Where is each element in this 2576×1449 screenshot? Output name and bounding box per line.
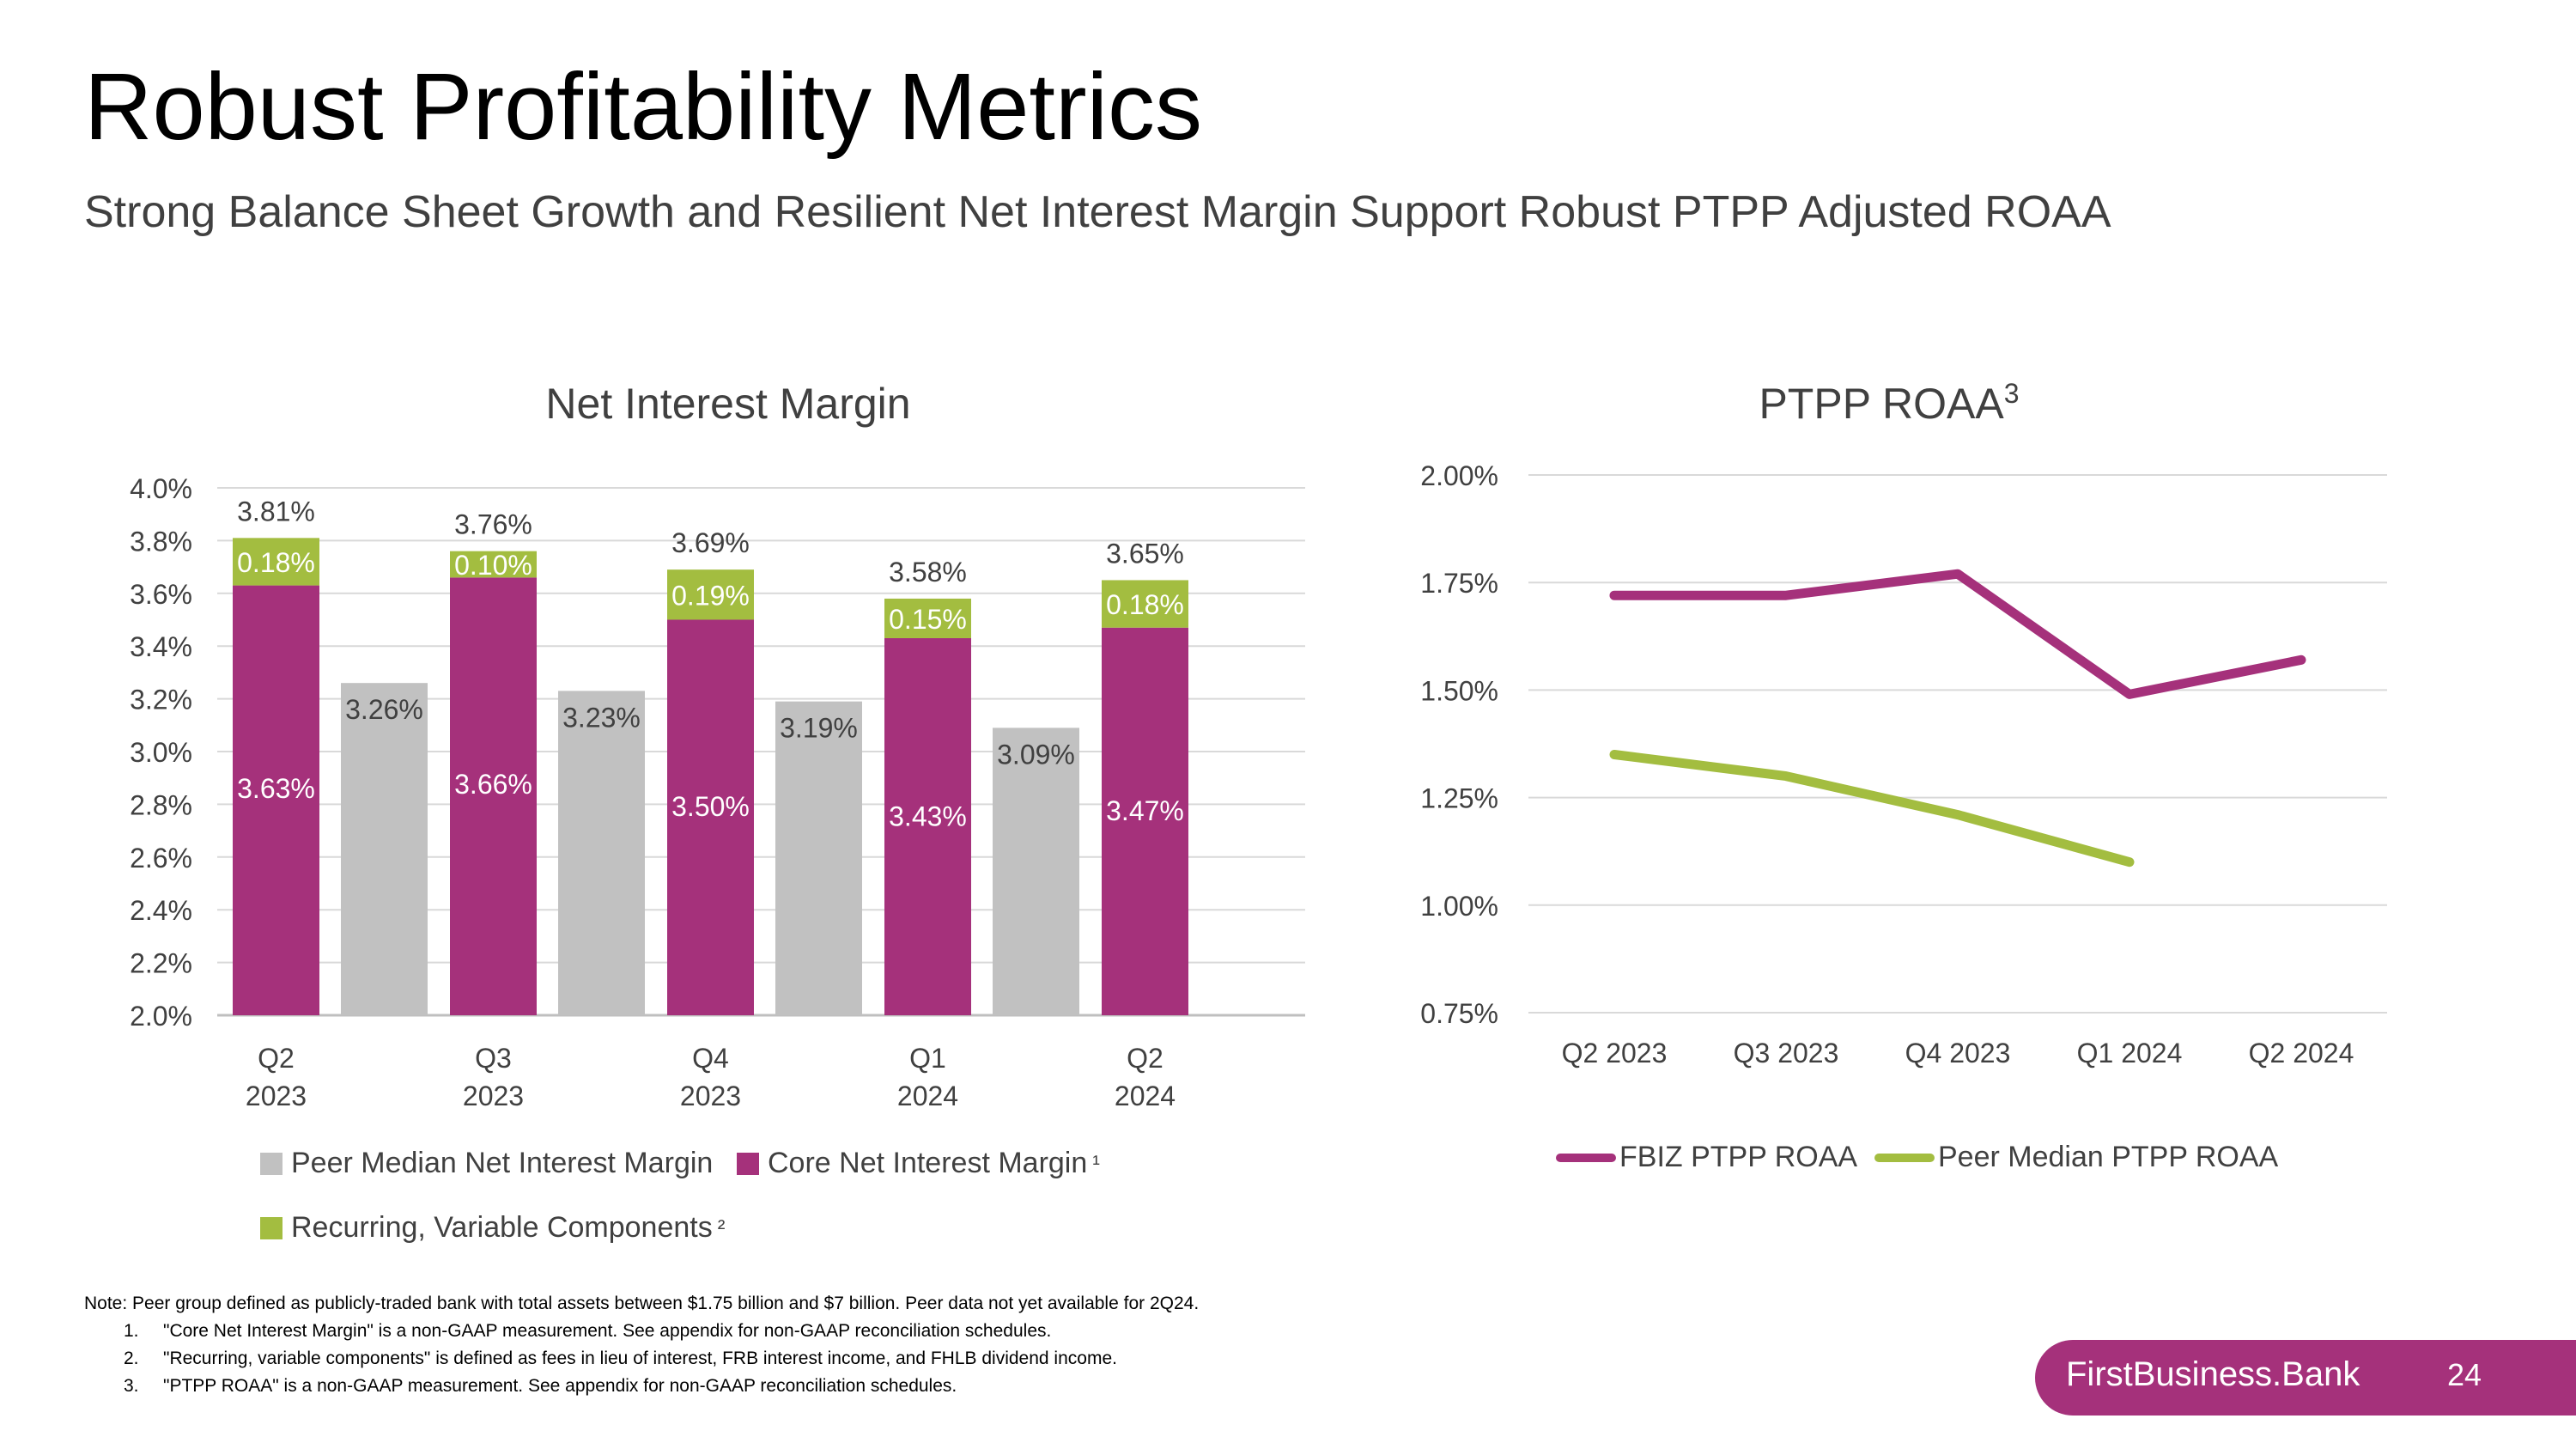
footnote-3-text: "PTPP ROAA" is a non-GAAP measurement. S… bbox=[163, 1373, 957, 1400]
legend-recurring: Recurring, Variable Components ² bbox=[260, 1211, 725, 1245]
nim-y-tick-label: 2.4% bbox=[130, 895, 192, 926]
nim-total-label: 3.58% bbox=[889, 557, 967, 588]
footnote-2: 2. "Recurring, variable components" is d… bbox=[124, 1345, 1544, 1373]
roaa-chart: PTPP ROAA3 0.75% 1.00% 1.25% 1.50% 1.75% 2.00… bbox=[1420, 378, 2387, 1068]
brand-bar: FirstBusiness.Bank 24 bbox=[2035, 1340, 2576, 1416]
legend-fbiz-roaa: FBIZ PTPP ROAA bbox=[1556, 1141, 1857, 1174]
footnote-3-num: 3. bbox=[124, 1373, 163, 1400]
footnote-1: 1. "Core Net Interest Margin" is a non-G… bbox=[124, 1318, 1544, 1345]
nim-y-tick-label: 2.2% bbox=[130, 948, 192, 979]
nim-core-label: 3.43% bbox=[889, 801, 967, 831]
brand-name: FirstBusiness.Bank bbox=[2066, 1355, 2360, 1394]
roaa-x-tick-label: Q3 2023 bbox=[1734, 1038, 1839, 1068]
nim-peer-bar bbox=[341, 683, 428, 1015]
nim-y-tick-label: 4.0% bbox=[130, 473, 192, 504]
nim-y-tick-label: 3.8% bbox=[130, 526, 192, 557]
nim-y-tick-label: 3.0% bbox=[130, 737, 192, 768]
nim-core-label: 3.66% bbox=[454, 769, 532, 800]
nim-x-tick-label: 2024 bbox=[1115, 1081, 1176, 1111]
roaa-x-tick-label: Q2 2023 bbox=[1562, 1038, 1668, 1068]
legend-peer-nim: Peer Median Net Interest Margin bbox=[260, 1147, 713, 1180]
nim-peer-bar bbox=[775, 702, 862, 1015]
roaa-x-tick-label: Q2 2024 bbox=[2249, 1038, 2354, 1068]
nim-peer-label: 3.09% bbox=[997, 739, 1075, 770]
legend-label-core-nim: Core Net Interest Margin bbox=[768, 1147, 1087, 1180]
nim-recurring-label: 0.19% bbox=[671, 580, 750, 611]
nim-core-label: 3.63% bbox=[237, 773, 315, 804]
roaa-y-tick-label: 1.50% bbox=[1420, 675, 1498, 706]
nim-x-tick-label: 2024 bbox=[897, 1081, 958, 1111]
legend-line-magenta bbox=[1556, 1154, 1616, 1162]
nim-peer-bar bbox=[558, 691, 645, 1015]
footnote-1-num: 1. bbox=[124, 1318, 163, 1345]
nim-total-label: 3.69% bbox=[671, 527, 750, 558]
footnote-2-text: "Recurring, variable components" is defi… bbox=[163, 1345, 1117, 1373]
nim-peer-label: 3.19% bbox=[780, 713, 858, 744]
legend-label-recurring: Recurring, Variable Components bbox=[291, 1211, 713, 1245]
footnote-intro: Note: Peer group defined as publicly-tra… bbox=[84, 1290, 1544, 1318]
nim-x-tick-label: Q2 bbox=[258, 1043, 295, 1074]
nim-peer-label: 3.23% bbox=[562, 702, 641, 733]
legend-label-peer-roaa: Peer Median PTPP ROAA bbox=[1938, 1141, 2278, 1174]
legend-footnote-2: ² bbox=[718, 1215, 726, 1241]
nim-recurring-label: 0.15% bbox=[889, 604, 967, 635]
nim-total-label: 3.81% bbox=[237, 496, 315, 527]
nim-y-tick-label: 2.0% bbox=[130, 1001, 192, 1032]
legend-swatch-magenta bbox=[737, 1153, 759, 1175]
legend-core-nim: Core Net Interest Margin ¹ bbox=[737, 1147, 1100, 1180]
nim-x-tick-label: 2023 bbox=[463, 1081, 524, 1111]
nim-recurring-label: 0.18% bbox=[237, 547, 315, 578]
legend-peer-roaa: Peer Median PTPP ROAA bbox=[1874, 1141, 2278, 1174]
nim-chart-title: Net Interest Margin bbox=[545, 380, 910, 428]
footnotes: Note: Peer group defined as publicly-tra… bbox=[84, 1290, 1544, 1400]
nim-core-label: 3.50% bbox=[671, 791, 750, 822]
roaa-y-tick-label: 1.75% bbox=[1420, 568, 1498, 599]
nim-y-tick-label: 3.2% bbox=[130, 685, 192, 715]
nim-x-tick-label: Q3 bbox=[475, 1043, 512, 1074]
legend-line-green bbox=[1874, 1154, 1935, 1162]
roaa-y-tick-label: 2.00% bbox=[1420, 460, 1498, 491]
roaa-line-peer bbox=[1614, 755, 2129, 862]
legend-swatch-gray bbox=[260, 1153, 283, 1175]
footnote-2-num: 2. bbox=[124, 1345, 163, 1373]
footnote-1-text: "Core Net Interest Margin" is a non-GAAP… bbox=[163, 1318, 1051, 1345]
nim-recurring-label: 0.10% bbox=[454, 550, 532, 581]
nim-total-label: 3.65% bbox=[1106, 538, 1184, 569]
nim-chart: Net Interest Margin 2.0% 2.2% 2.4% 2.6% 2.8%… bbox=[130, 380, 1305, 1111]
nim-x-tick-label: Q4 bbox=[692, 1043, 729, 1074]
nim-y-tick-label: 3.4% bbox=[130, 631, 192, 662]
roaa-x-tick-label: Q1 2024 bbox=[2077, 1038, 2183, 1068]
roaa-y-tick-label: 1.25% bbox=[1420, 783, 1498, 814]
nim-core-label: 3.47% bbox=[1106, 795, 1184, 826]
nim-x-tick-label: 2023 bbox=[246, 1081, 307, 1111]
nim-x-tick-label: Q1 bbox=[909, 1043, 946, 1074]
roaa-chart-title: PTPP ROAA3 bbox=[1759, 378, 2019, 428]
legend-label-peer-nim: Peer Median Net Interest Margin bbox=[291, 1147, 713, 1180]
nim-total-label: 3.76% bbox=[454, 509, 532, 540]
nim-y-tick-label: 2.8% bbox=[130, 789, 192, 820]
roaa-line-fbiz bbox=[1614, 574, 2301, 694]
nim-y-tick-label: 2.6% bbox=[130, 843, 192, 874]
roaa-y-tick-label: 1.00% bbox=[1420, 891, 1498, 922]
legend-footnote-1: ¹ bbox=[1092, 1150, 1100, 1177]
roaa-x-tick-label: Q4 2023 bbox=[1905, 1038, 2011, 1068]
nim-x-tick-label: Q2 bbox=[1127, 1043, 1163, 1074]
nim-y-tick-label: 3.6% bbox=[130, 579, 192, 610]
footnote-3: 3. "PTPP ROAA" is a non-GAAP measurement… bbox=[124, 1373, 1544, 1400]
roaa-y-tick-label: 0.75% bbox=[1420, 998, 1498, 1029]
roaa-chart-title-sup: 3 bbox=[2004, 378, 2020, 409]
nim-peer-bar bbox=[993, 728, 1079, 1015]
legend-label-fbiz-roaa: FBIZ PTPP ROAA bbox=[1619, 1141, 1857, 1174]
page-number: 24 bbox=[2447, 1357, 2482, 1393]
nim-recurring-label: 0.18% bbox=[1106, 589, 1184, 620]
nim-x-tick-label: 2023 bbox=[680, 1081, 741, 1111]
legend-swatch-green bbox=[260, 1217, 283, 1239]
nim-peer-label: 3.26% bbox=[345, 694, 423, 725]
roaa-chart-title-text: PTPP ROAA bbox=[1759, 380, 2004, 428]
